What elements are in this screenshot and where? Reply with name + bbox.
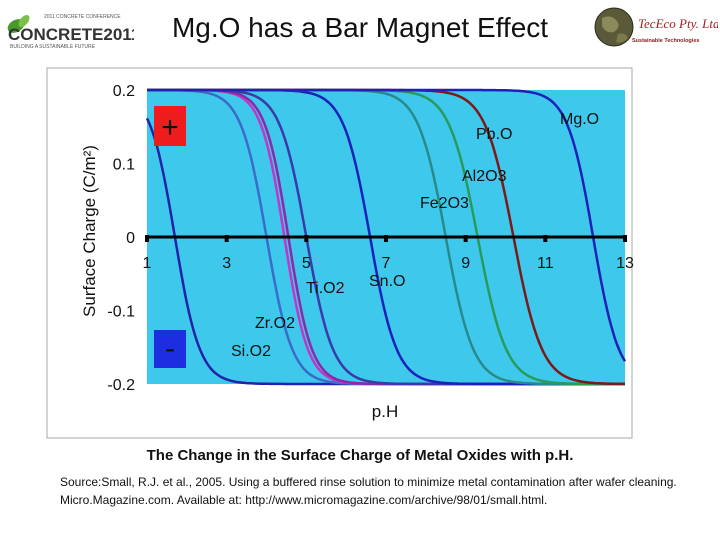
- globe-icon: [594, 7, 634, 47]
- y-tick-label: 0.2: [113, 83, 135, 100]
- tececo-logo: TecEco Pty. Ltd. Sustainable Technologie…: [594, 7, 718, 47]
- figure-caption: The Change in the Surface Charge of Meta…: [146, 447, 574, 464]
- logo-top-text: 2011 CONCRETE CONFERENCE: [44, 14, 121, 20]
- logo-right-tagline: Sustainable Technologies: [632, 38, 699, 44]
- logo-big-text: CONCRETE2011: [8, 25, 134, 44]
- source-citation: Source:Small, R.J. et al., 2005. Using a…: [60, 475, 677, 507]
- x-tick-label: 11: [537, 255, 554, 272]
- x-tick-mark: [543, 235, 548, 242]
- series-layer: [145, 88, 627, 386]
- label-sio2: Si.O2: [231, 343, 271, 360]
- positive-charge-box: [154, 106, 186, 146]
- label-fe2o3: Fe2O3: [420, 195, 469, 212]
- concrete-2011-logo: 2011 CONCRETE CONFERENCE CONCRETE2011 BU…: [7, 14, 134, 50]
- y-tick-label: -0.2: [107, 377, 135, 394]
- label-mgo: Mg.O: [560, 111, 599, 128]
- logo-right-name: TecEco Pty. Ltd.: [638, 16, 718, 31]
- slide-title: Mg.O has a Bar Magnet Effect: [171, 12, 549, 43]
- x-tick-label: 7: [382, 255, 391, 272]
- label-pbo: Pb.O: [476, 126, 512, 143]
- tick-layer: 1 3 5 7 9 11 130.20.10-0.1-0.2: [107, 83, 634, 394]
- logo-sub-text: BUILDING A SUSTAINABLE FUTURE: [10, 44, 96, 50]
- x-tick-mark: [145, 235, 149, 242]
- x-tick-label: 13: [616, 255, 634, 272]
- series-line-mgo: [147, 88, 627, 362]
- x-tick-mark: [623, 235, 627, 242]
- x-tick-label: 5: [302, 255, 311, 272]
- x-tick-label: 9: [461, 255, 470, 272]
- leaf-icon: [7, 15, 30, 33]
- positive-charge-sign: +: [161, 111, 179, 144]
- x-tick-mark: [304, 235, 309, 242]
- label-al2o3: Al2O3: [462, 168, 507, 185]
- label-sno2: Sn.O: [369, 273, 405, 290]
- x-tick-label: 3: [222, 255, 231, 272]
- label-zro2: Zr.O2: [255, 315, 295, 332]
- x-tick-mark: [384, 235, 388, 242]
- negative-charge-sign: -: [165, 332, 175, 365]
- y-axis-label: Surface Charge (C/m²): [80, 145, 99, 317]
- y-tick-label: 0.1: [113, 157, 135, 174]
- x-tick-mark: [224, 235, 229, 242]
- x-axis-label: p.H: [372, 402, 398, 421]
- x-tick-mark: [463, 235, 468, 242]
- label-tio2: Ti.O2: [306, 280, 345, 297]
- negative-charge-box: [154, 330, 186, 368]
- x-tick-label: 1: [143, 255, 152, 272]
- y-tick-label: -0.1: [107, 304, 135, 321]
- y-tick-label: 0: [126, 230, 135, 247]
